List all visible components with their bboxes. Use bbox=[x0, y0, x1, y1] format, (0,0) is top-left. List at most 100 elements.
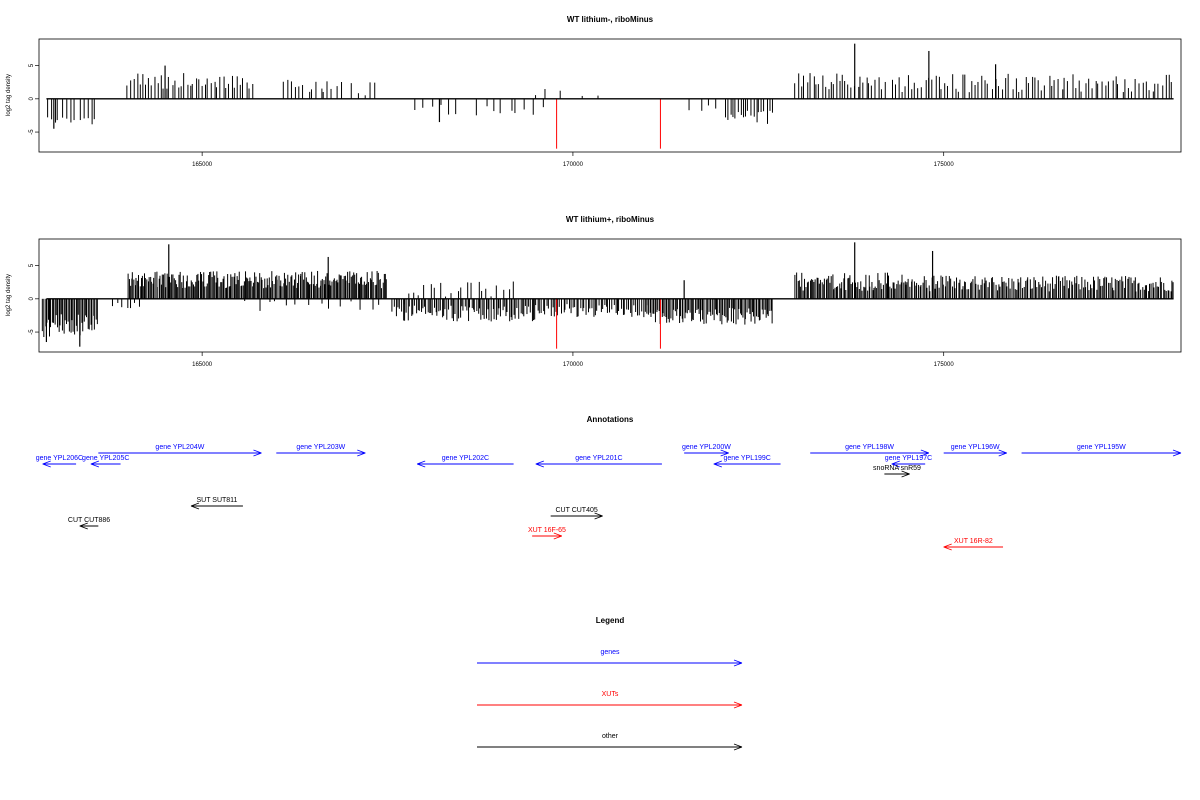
feature-genes: gene YPL200W bbox=[682, 444, 731, 457]
feature-label: gene YPL196W bbox=[951, 444, 1000, 451]
arrow-head bbox=[1172, 449, 1182, 454]
legend-label: genes bbox=[600, 649, 620, 656]
feature-genes: gene YPL204W bbox=[98, 444, 262, 457]
y-tick-label: 0 bbox=[29, 296, 35, 300]
arrow-head bbox=[943, 546, 952, 551]
legend-label: XUTs bbox=[602, 691, 619, 698]
x-tick-label: 170000 bbox=[563, 362, 584, 368]
arrow-head bbox=[901, 470, 910, 475]
feature-genes: gene YPL202C bbox=[417, 455, 514, 468]
feature-genes: gene YPL205C bbox=[82, 455, 129, 468]
feature-label: gene YPL202C bbox=[442, 455, 489, 462]
feature-label: CUT CUT405 bbox=[555, 507, 597, 514]
arrow-head bbox=[891, 463, 900, 468]
legend-item: XUTs bbox=[477, 691, 743, 709]
arrow-head bbox=[553, 535, 562, 540]
arrow-head bbox=[79, 522, 88, 527]
feature-other: SUT SUT811 bbox=[190, 497, 243, 510]
arrow-head bbox=[42, 463, 51, 468]
arrow-head bbox=[1172, 452, 1182, 457]
y-axis-label: log2 tag density bbox=[6, 274, 12, 316]
y-tick-label: -5 bbox=[29, 129, 35, 135]
feature-label: XUT 16F-65 bbox=[528, 527, 566, 534]
arrow-head bbox=[713, 460, 722, 465]
arrow-head bbox=[733, 659, 743, 664]
legend: Legend genes XUTs other bbox=[477, 616, 743, 751]
arrow-head bbox=[920, 452, 930, 457]
x-tick-label: 175000 bbox=[934, 362, 955, 368]
feature-genes: gene YPL198W bbox=[810, 444, 930, 457]
feature-label: CUT CUT886 bbox=[68, 517, 110, 524]
bar-series bbox=[41, 242, 1174, 349]
feature-label: gene YPL206C bbox=[36, 455, 83, 462]
y-tick-label: 5 bbox=[29, 63, 35, 67]
axes: -5 0 5 165000 170000 175000 bbox=[29, 63, 1174, 168]
legend-items: genes XUTs other bbox=[477, 649, 743, 751]
legend-title: Legend bbox=[596, 616, 625, 625]
plot-frame bbox=[38, 238, 1182, 353]
arrow-head bbox=[357, 452, 366, 457]
feature-XUTs: XUT 16F-65 bbox=[528, 527, 566, 540]
arrow-head bbox=[998, 452, 1007, 457]
feature-label: XUT 16R-82 bbox=[954, 538, 993, 545]
arrow-head bbox=[733, 704, 743, 709]
feature-genes: gene YPL197C bbox=[885, 455, 932, 468]
feature-genes: gene YPL201C bbox=[535, 455, 662, 468]
arrow-head bbox=[417, 463, 426, 468]
feature-label: gene YPL197C bbox=[885, 455, 932, 462]
arrow-head bbox=[594, 515, 603, 520]
axes: -5 0 5 165000 170000 175000 bbox=[29, 263, 1174, 368]
arrow-head bbox=[720, 449, 729, 454]
arrow-head bbox=[190, 502, 200, 507]
arrow-head bbox=[42, 460, 51, 465]
legend-item: genes bbox=[477, 649, 743, 667]
legend-label: other bbox=[602, 733, 619, 740]
x-tick-label: 165000 bbox=[192, 162, 213, 168]
feature-genes: gene YPL196W bbox=[943, 444, 1007, 457]
bar-series bbox=[47, 43, 1172, 149]
arrow-head bbox=[79, 525, 88, 530]
feature-genes: gene YPL203W bbox=[276, 444, 366, 457]
arrow-head bbox=[733, 662, 743, 667]
arrow-head bbox=[720, 452, 729, 457]
annotations-title: Annotations bbox=[587, 415, 634, 424]
feature-label: gene YPL201C bbox=[575, 455, 622, 462]
arrow-head bbox=[901, 473, 910, 478]
feature-label: gene YPL200W bbox=[682, 444, 731, 451]
arrow-head bbox=[253, 452, 262, 457]
arrow-head bbox=[943, 543, 952, 548]
arrow-head bbox=[891, 460, 900, 465]
feature-other: snoRNA snR59 bbox=[873, 465, 921, 478]
legend-item: other bbox=[477, 733, 743, 751]
arrow-head bbox=[535, 463, 545, 468]
arrow-head bbox=[733, 701, 743, 706]
x-tick-label: 165000 bbox=[192, 362, 213, 368]
feature-other: CUT CUT405 bbox=[550, 507, 603, 520]
track-panel-lithium-plus: WT lithium+, riboMinus log2 tag density … bbox=[6, 215, 1182, 368]
track-panel-lithium-minus: WT lithium-, riboMinus log2 tag density … bbox=[6, 15, 1182, 168]
arrow-head bbox=[998, 449, 1007, 454]
feature-label: gene YPL204W bbox=[155, 444, 204, 451]
feature-other: CUT CUT886 bbox=[68, 517, 110, 530]
arrow-head bbox=[594, 512, 603, 517]
feature-label: SUT SUT811 bbox=[196, 497, 237, 504]
arrow-head bbox=[733, 746, 743, 751]
arrow-head bbox=[90, 460, 100, 465]
x-tick-label: 170000 bbox=[563, 162, 584, 168]
panel-title: WT lithium+, riboMinus bbox=[566, 215, 655, 224]
panel-title: WT lithium-, riboMinus bbox=[567, 15, 654, 24]
arrow-head bbox=[417, 460, 426, 465]
arrow-head bbox=[535, 460, 545, 465]
feature-genes: gene YPL195W bbox=[1021, 444, 1182, 457]
feature-label: gene YPL205C bbox=[82, 455, 129, 462]
feature-genes: gene YPL199C bbox=[713, 455, 781, 468]
arrow-head bbox=[733, 743, 743, 748]
arrow-head bbox=[253, 449, 262, 454]
y-tick-label: 0 bbox=[29, 96, 35, 100]
feature-label: gene YPL195W bbox=[1077, 444, 1126, 451]
feature-label: gene YPL199C bbox=[724, 455, 771, 462]
arrow-head bbox=[920, 449, 930, 454]
